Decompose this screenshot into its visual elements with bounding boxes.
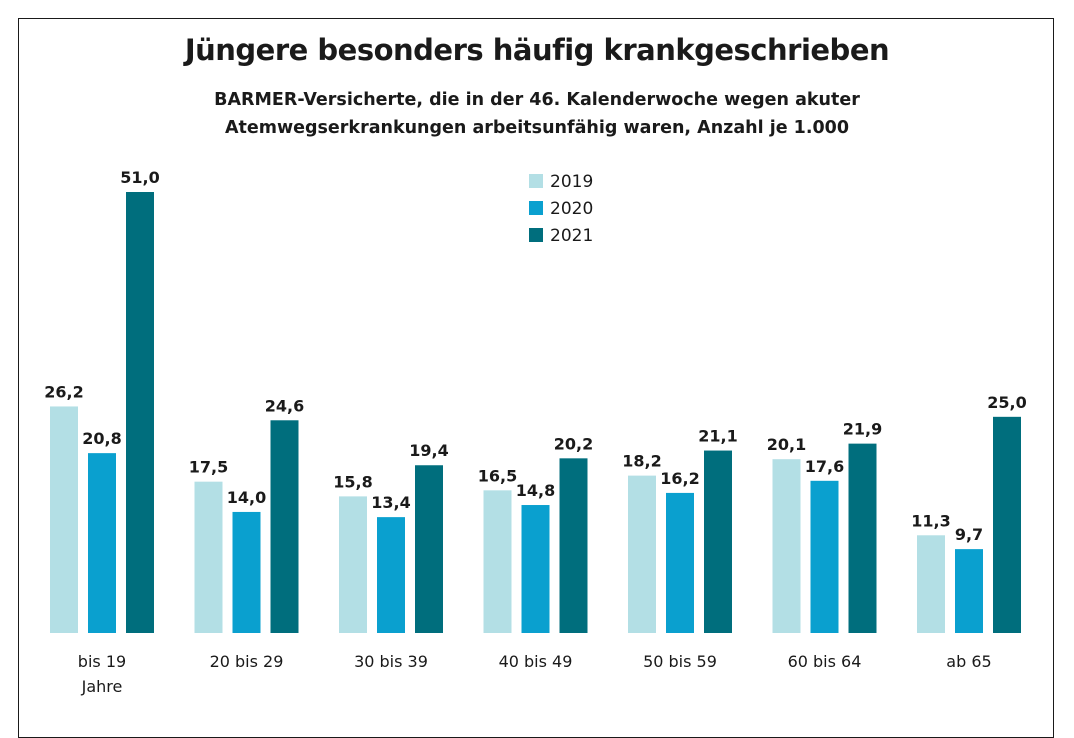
bar-2021-3 [559,458,588,633]
bar-2020-1 [232,511,261,633]
bar-2020-4 [666,492,694,633]
value-label-2020-2: 13,4 [371,493,410,512]
value-label-2021-6: 25,0 [987,393,1026,412]
value-label-2019-3: 16,5 [478,466,517,485]
bar-2020-0 [88,453,116,633]
bar-2021-1 [270,420,299,633]
category-label-5: 60 bis 64 [788,652,862,671]
legend: 2019 2020 2021 [529,172,593,246]
value-label-2019-1: 17,5 [189,458,228,477]
bar-2021-6 [993,416,1021,633]
value-label-2020-5: 17,6 [805,457,844,476]
bars-group [50,192,1021,633]
bar-2019-0 [50,406,78,633]
bar-2021-0 [126,192,154,633]
legend-swatch-2020 [529,201,543,215]
value-label-2019-4: 18,2 [622,452,661,471]
bar-2021-2 [415,465,443,633]
bar-2020-5 [810,480,839,633]
legend-label-2021: 2021 [550,226,593,246]
bar-2020-3 [521,505,550,633]
category-label-6: ab 65 [946,652,991,671]
category-label-0: Jahre [81,677,123,696]
bar-2021-5 [848,443,877,633]
bar-2019-5 [772,459,801,633]
value-label-2020-6: 9,7 [955,525,983,544]
category-labels-group: bis 19 Jahre 20 bis 29 30 bis 39 40 bis 49 50… [78,652,992,696]
category-label-1: 20 bis 29 [210,652,284,671]
legend-label-2019: 2019 [550,172,593,192]
category-label-2: 30 bis 39 [354,652,428,671]
category-label-4: 50 bis 59 [643,652,717,671]
bar-2019-3 [483,490,512,633]
value-label-2019-5: 20,1 [767,435,806,454]
value-label-2021-1: 24,6 [265,396,304,415]
bar-chart: 2019 2020 2021 26,2 20,8 51,0 17,5 14,0 24,6 15,… [44,168,1026,696]
value-labels-group: 26,2 20,8 51,0 17,5 14,0 24,6 15,8 13,4 19,4 16,5… [44,168,1026,544]
bar-2020-6 [955,549,983,633]
bar-2019-2 [339,496,367,633]
bar-2021-4 [704,450,732,633]
bar-2019-1 [194,481,223,633]
legend-swatch-2019 [529,174,543,188]
category-label-3: 40 bis 49 [499,652,573,671]
category-label-0: bis 19 [78,652,126,671]
bar-2020-2 [377,517,405,633]
value-label-2019-6: 11,3 [911,511,950,530]
value-label-2021-3: 20,2 [554,434,593,453]
chart-title: Jüngere besonders häufig krankgeschriebe… [184,33,890,67]
bar-2019-6 [917,535,945,633]
value-label-2019-0: 26,2 [44,382,83,401]
legend-swatch-2021 [529,228,543,242]
value-label-2021-5: 21,9 [843,420,882,439]
legend-label-2020: 2020 [550,199,593,219]
value-label-2020-3: 14,8 [516,481,555,500]
value-label-2019-2: 15,8 [333,472,372,491]
value-label-2020-0: 20,8 [82,429,121,448]
bar-2019-4 [628,475,656,633]
value-label-2021-0: 51,0 [120,168,159,187]
value-label-2020-1: 14,0 [227,488,266,507]
value-label-2021-2: 19,4 [409,441,448,460]
value-label-2020-4: 16,2 [660,469,699,488]
chart-subtitle: BARMER-Versicherte, die in der 46. Kalen… [214,90,860,138]
value-label-2021-4: 21,1 [698,427,737,446]
